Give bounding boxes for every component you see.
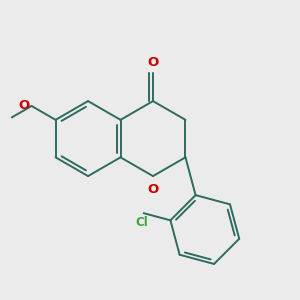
Text: Cl: Cl	[136, 216, 148, 229]
Text: O: O	[147, 183, 159, 196]
Text: O: O	[147, 56, 159, 69]
Text: O: O	[18, 100, 30, 112]
